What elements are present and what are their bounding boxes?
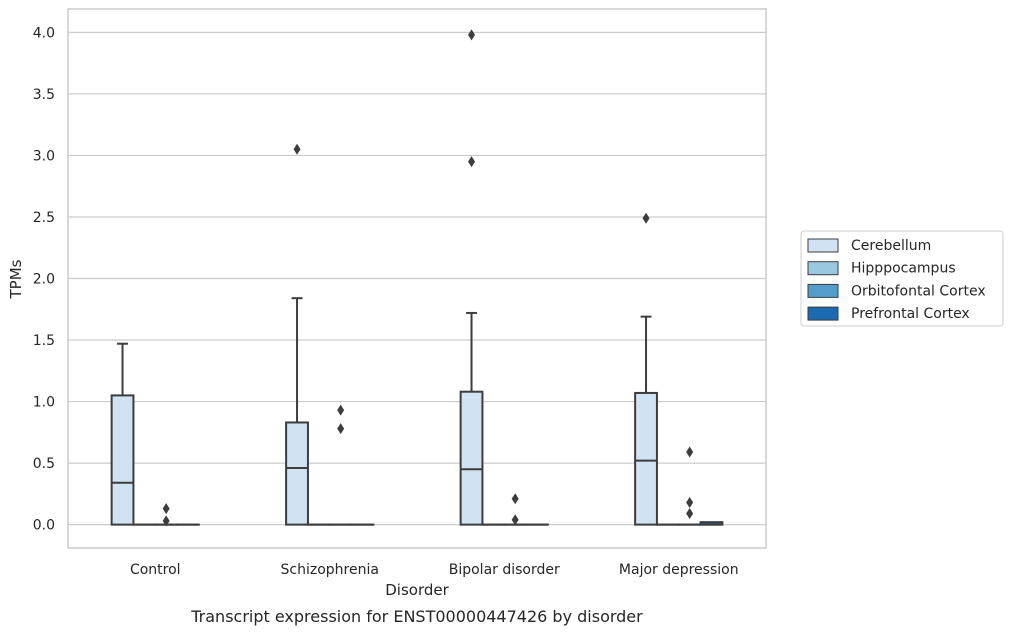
- y-tick-label: 1.0: [33, 395, 55, 411]
- outlier-point: [686, 496, 694, 508]
- outlier-point: [337, 423, 345, 435]
- x-tick-label: Schizophrenia: [281, 562, 379, 578]
- box-groups: [110, 29, 724, 527]
- outlier-point: [293, 143, 301, 155]
- box-control-cerebellum: [110, 342, 135, 526]
- box-schizophrenia-cerebellum: [285, 143, 309, 526]
- x-tick-label: Bipolar disorder: [449, 562, 560, 578]
- outlier-point: [686, 508, 694, 520]
- legend-swatch: [807, 238, 839, 253]
- legend-swatch: [807, 283, 839, 298]
- legend-label: Prefrontal Cortex: [851, 306, 970, 322]
- y-axis-label: TPMs: [7, 259, 25, 299]
- box-major-depression-prefrontal-cortex: [699, 521, 724, 526]
- x-axis-label: Disorder: [385, 581, 449, 599]
- y-tick-label: 3.5: [33, 87, 55, 103]
- box-body: [459, 390, 484, 526]
- box-body: [110, 394, 135, 526]
- y-tick-label: 0.5: [33, 456, 55, 472]
- outlier-point: [642, 212, 650, 224]
- legend-swatch: [807, 306, 839, 321]
- outlier-point: [511, 514, 519, 526]
- outlier-point: [468, 29, 476, 41]
- outlier-point: [162, 503, 170, 515]
- box-major-depression-cerebellum: [634, 212, 658, 526]
- outlier-point: [337, 404, 345, 416]
- x-tick-labels: Control Schizophrenia Bipolar disorder Majo…: [130, 562, 739, 578]
- box-schizophrenia-orbitofontal-cortex: [328, 404, 353, 526]
- outlier-point: [511, 493, 519, 505]
- x-tick-label: Major depression: [619, 562, 739, 578]
- box-major-depression-orbitofontal-cortex: [677, 446, 702, 526]
- outlier-point: [686, 446, 694, 458]
- y-tick-label: 2.5: [33, 210, 55, 226]
- y-tick-label: 2.0: [33, 272, 55, 288]
- legend: Cerebellum Hipppocampus Orbitofontal Corte…: [800, 230, 1004, 327]
- y-tick-label: 3.0: [33, 148, 55, 164]
- y-tick-label: 4.0: [33, 25, 55, 41]
- box-bipolar-disorder-cerebellum: [459, 29, 484, 526]
- y-tick-label: 1.5: [33, 333, 55, 349]
- legend-label: Cerebellum: [851, 238, 931, 254]
- y-tick-labels: 0.0 0.5 1.0 1.5 2.0 2.5 3.0 3.5 4.0: [33, 25, 55, 533]
- chart-caption: Transcript expression for ENST0000044742…: [190, 607, 643, 626]
- plot-frame: [67, 8, 767, 549]
- legend-label: Orbitofontal Cortex: [851, 283, 986, 299]
- outlier-point: [162, 515, 170, 527]
- legend-swatch: [807, 261, 839, 276]
- outlier-point: [468, 156, 476, 168]
- box-body: [285, 421, 309, 526]
- x-tick-label: Control: [130, 562, 181, 578]
- legend-frame: [800, 230, 1004, 327]
- box-body: [634, 391, 658, 526]
- legend-label: Hipppocampus: [851, 261, 956, 277]
- y-tick-label: 0.0: [33, 518, 55, 534]
